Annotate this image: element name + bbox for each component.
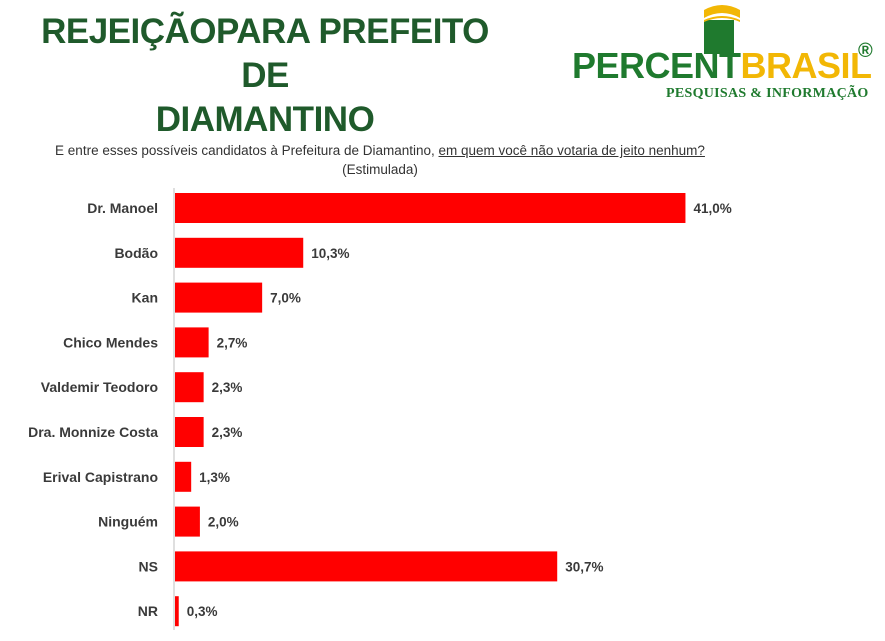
bar bbox=[175, 283, 262, 313]
bar bbox=[175, 238, 303, 268]
bar bbox=[175, 372, 204, 402]
value-label: 41,0% bbox=[693, 201, 731, 216]
category-label: Chico Mendes bbox=[63, 334, 158, 350]
category-label: Bodão bbox=[114, 245, 158, 261]
bar bbox=[175, 327, 209, 357]
bar bbox=[175, 462, 191, 492]
category-label: NS bbox=[139, 558, 158, 574]
value-label: 0,3% bbox=[187, 604, 218, 619]
category-label: Erival Capistrano bbox=[43, 469, 158, 485]
value-label: 2,3% bbox=[212, 380, 243, 395]
value-label: 10,3% bbox=[311, 246, 349, 261]
bar bbox=[175, 596, 179, 626]
category-label: Dra. Monnize Costa bbox=[28, 424, 158, 440]
value-label: 7,0% bbox=[270, 291, 301, 306]
value-label: 2,3% bbox=[212, 425, 243, 440]
category-label: Dr. Manoel bbox=[87, 200, 158, 216]
bar bbox=[175, 507, 200, 537]
bars-group: Dr. Manoel 41,0% Bodão 10,3% Kan 7,0% Chico Me… bbox=[28, 193, 732, 626]
value-label: 30,7% bbox=[565, 559, 603, 574]
value-label: 2,7% bbox=[217, 335, 248, 350]
category-label: NR bbox=[138, 603, 158, 619]
bar bbox=[175, 417, 204, 447]
value-label: 1,3% bbox=[199, 470, 230, 485]
bar bbox=[175, 551, 557, 581]
bar bbox=[175, 193, 685, 223]
category-label: Valdemir Teodoro bbox=[41, 379, 158, 395]
category-label: Ninguém bbox=[98, 514, 158, 530]
category-label: Kan bbox=[132, 290, 158, 306]
value-label: 2,0% bbox=[208, 515, 239, 530]
